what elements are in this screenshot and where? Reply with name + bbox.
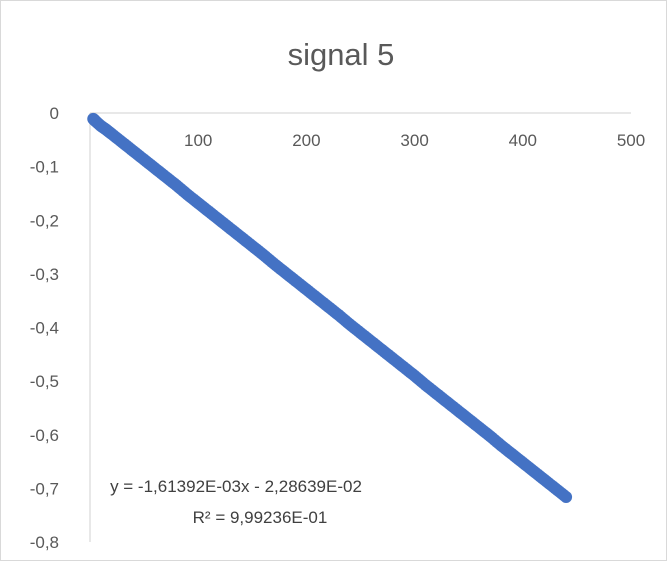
trendline-r-squared: R² = 9,99236E-01	[193, 508, 328, 527]
x-tick-label: 500	[617, 131, 645, 150]
x-tick-label: 100	[184, 131, 212, 150]
y-tick-labels: 0 -0,1 -0,2 -0,3 -0,4 -0,5 -0,6 -0,7 -0,8	[30, 104, 59, 552]
y-tick-label: -0,7	[30, 479, 59, 498]
y-tick-label: -0,1	[30, 158, 59, 177]
y-tick-label: -0,2	[30, 211, 59, 230]
x-tick-label: 200	[292, 131, 320, 150]
data-point	[560, 490, 573, 503]
x-tick-labels: 100 200 300 400 500	[184, 131, 645, 150]
y-tick-label: 0	[50, 104, 59, 123]
y-tick-label: -0,3	[30, 265, 59, 284]
data-points	[87, 112, 573, 503]
x-tick-label: 300	[400, 131, 428, 150]
y-tick-label: -0,4	[30, 319, 59, 338]
x-tick-label: 400	[509, 131, 537, 150]
y-tick-label: -0,6	[30, 426, 59, 445]
y-tick-label: -0,5	[30, 372, 59, 391]
y-tick-label: -0,8	[30, 533, 59, 552]
chart-title: signal 5	[288, 37, 395, 72]
trendline-equation: y = -1,61392E-03x - 2,28639E-02	[110, 477, 362, 496]
